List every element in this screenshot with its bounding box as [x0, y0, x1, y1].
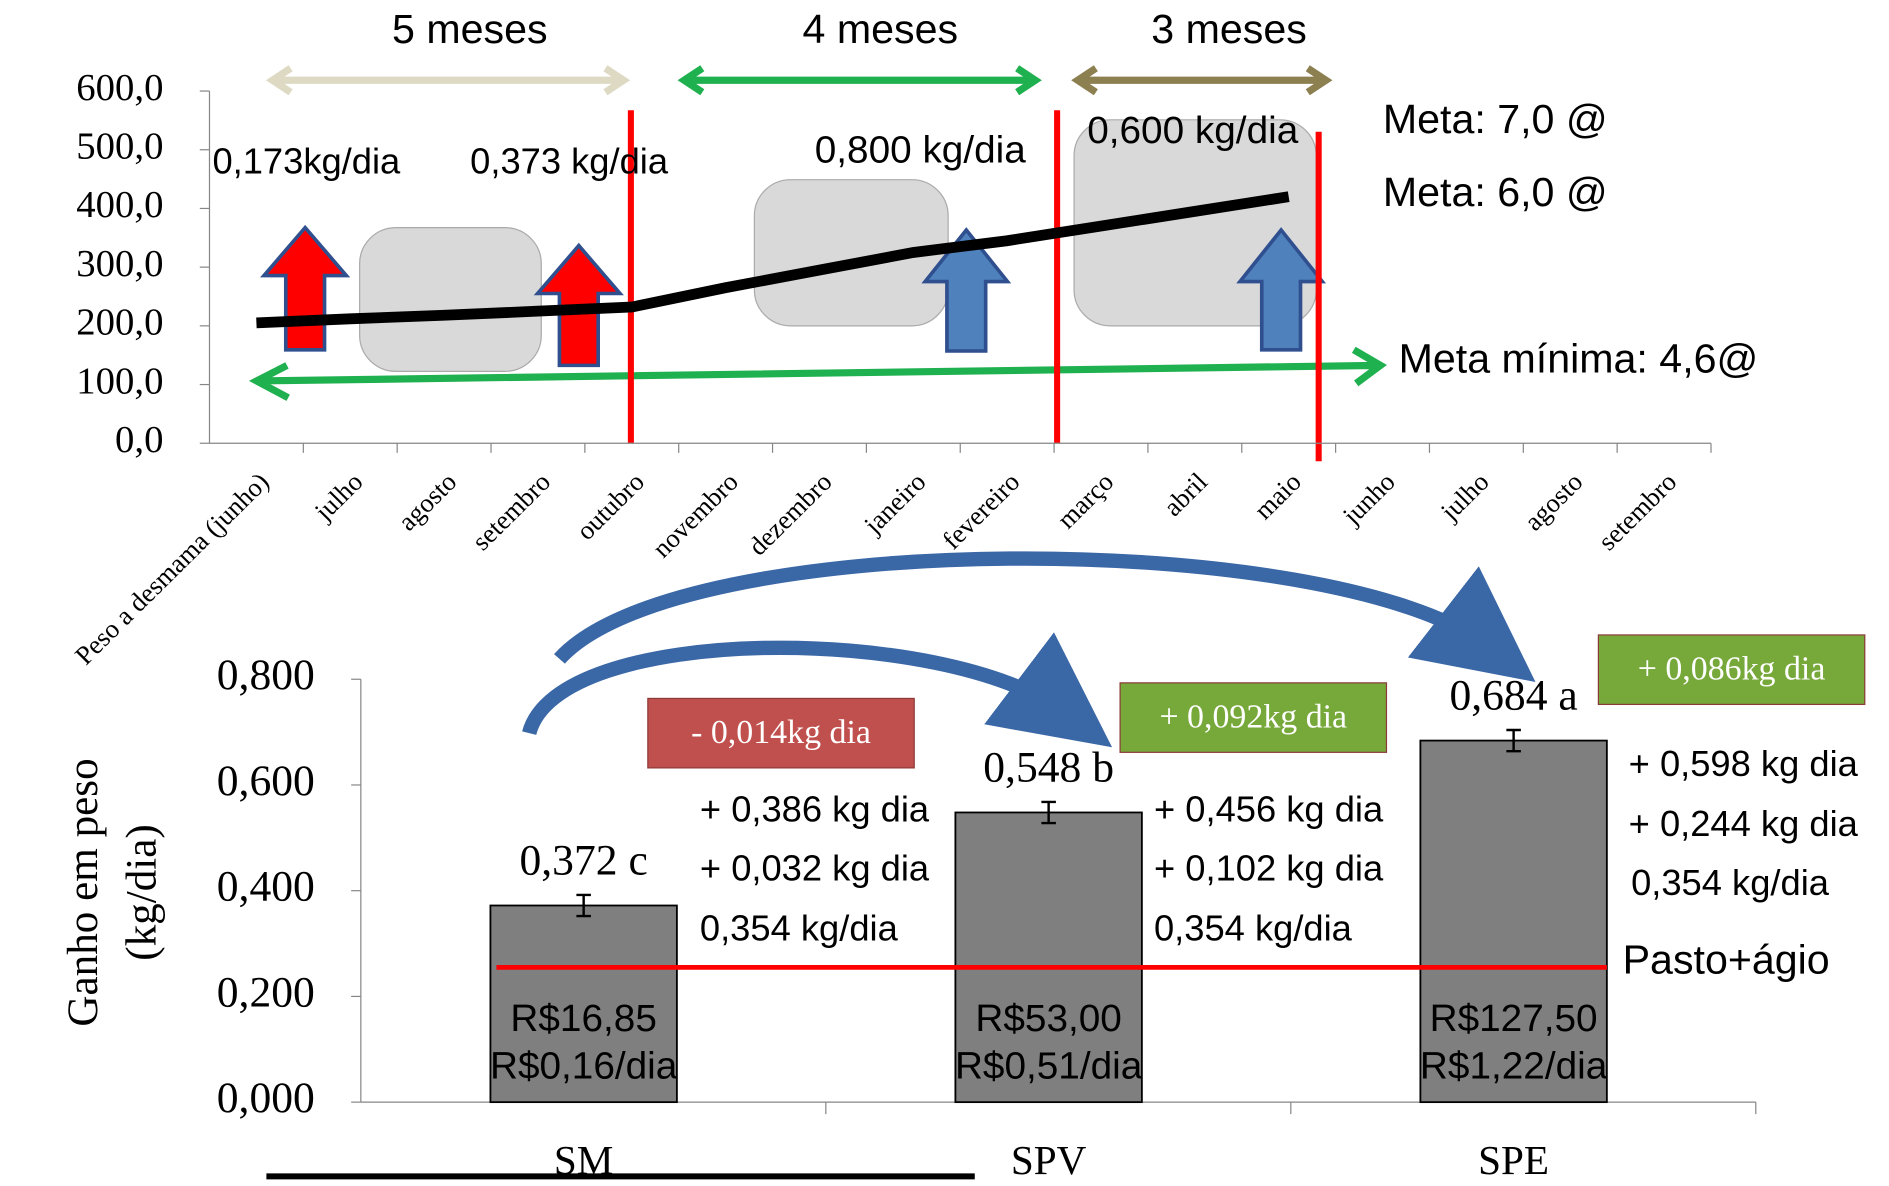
annotation: Meta: 7,0 @ — [1383, 96, 1608, 142]
reference-label: Pasto+ágio — [1623, 937, 1830, 983]
x-tick-label: agosto — [392, 467, 462, 537]
annotation: Meta mínima: 4,6@ — [1399, 336, 1759, 382]
x-tick-label: agosto — [1518, 467, 1588, 537]
y-tick-label: 0,400 — [217, 863, 315, 911]
bar — [954, 811, 1143, 1104]
y-tick-label: 400,0 — [76, 184, 163, 226]
annotation: 0,800 kg/dia — [815, 128, 1027, 171]
x-tick-label: junho — [1336, 467, 1401, 531]
x-tick-label: janeiro — [857, 467, 931, 541]
gain-box-label: + 0,086kg dia — [1638, 651, 1826, 688]
x-tick-label: fevereiro — [936, 467, 1025, 555]
annotation: + 0,102 kg dia — [1154, 848, 1384, 889]
error-bar — [1506, 728, 1521, 753]
annotation: 0,354 kg/dia — [1154, 908, 1353, 949]
y-axis-label: (kg/dia) — [117, 824, 165, 961]
x-tick-label: SM — [554, 1138, 613, 1183]
annotation: + 0,598 kg dia — [1629, 743, 1859, 784]
annotation: 4 meses — [803, 6, 959, 52]
bar — [1419, 739, 1608, 1104]
weight-line — [256, 191, 1290, 329]
period-dividers — [627, 110, 1322, 462]
gain-box — [647, 697, 915, 769]
annotation: + 0,456 kg dia — [1154, 789, 1384, 830]
annotation: 0,600 kg/dia — [1087, 109, 1299, 152]
annotation: + 0,032 kg dia — [700, 848, 930, 889]
annotation: 0,354 kg/dia — [1631, 862, 1830, 903]
annotation: 3 meses — [1151, 6, 1307, 52]
x-tick-label: março — [1051, 467, 1119, 535]
annotation: 5 meses — [392, 6, 548, 52]
gain-box-label: - 0,014kg dia — [691, 714, 871, 751]
y-tick-label: 0,000 — [217, 1074, 315, 1122]
cost-label: R$127,50 — [1430, 997, 1598, 1040]
error-bar — [1041, 800, 1056, 825]
cost-label: R$0,16/dia — [490, 1045, 678, 1088]
annotation: 0,173kg/dia — [212, 141, 401, 182]
cost-label: R$1,22/dia — [1420, 1045, 1608, 1088]
gain-box-label: + 0,092kg dia — [1159, 699, 1347, 736]
x-tick-label: julho — [1434, 467, 1495, 527]
x-tick-label: dezembro — [742, 467, 838, 562]
x-tick-label: maio — [1248, 467, 1307, 525]
x-tick-label: outubro — [570, 467, 650, 546]
cost-label: R$0,51/dia — [955, 1045, 1143, 1088]
value-label: 0,684 a — [1449, 672, 1577, 720]
x-tick-label: novembro — [646, 467, 744, 564]
value-label: 0,372 c — [519, 837, 647, 885]
gain-box — [1119, 682, 1388, 753]
y-tick-label: 300,0 — [76, 243, 163, 285]
cost-label: R$16,85 — [510, 997, 656, 1040]
bar — [489, 904, 678, 1104]
y-axis-label: Ganho em peso — [59, 758, 107, 1026]
x-tick-label: setembro — [466, 467, 556, 556]
cost-label: R$53,00 — [975, 997, 1121, 1040]
x-tick-label: setembro — [1592, 467, 1682, 556]
y-tick-label: 100,0 — [76, 361, 163, 403]
annotation: 0,373 kg/dia — [470, 141, 669, 182]
y-tick-label: 0,800 — [217, 651, 315, 699]
value-label: 0,548 b — [983, 744, 1114, 792]
y-tick-label: 0,0 — [115, 419, 163, 461]
comparison-arrows — [522, 551, 1536, 748]
x-tick-label: SPV — [1011, 1138, 1087, 1183]
error-bar — [576, 893, 591, 918]
x-tick-label: julho — [308, 467, 369, 527]
y-tick-label: 0,600 — [217, 757, 315, 805]
y-tick-label: 500,0 — [76, 126, 163, 168]
y-tick-label: 0,200 — [217, 969, 315, 1017]
x-tick-label: Peso a desmama (junho) — [69, 467, 275, 671]
y-tick-label: 600,0 — [76, 67, 163, 109]
gain-box — [1597, 634, 1866, 706]
annotation: Meta: 6,0 @ — [1383, 169, 1608, 215]
x-tick-label: SPE — [1478, 1138, 1549, 1183]
x-tick-label: abril — [1157, 467, 1213, 522]
annotation: + 0,386 kg dia — [700, 789, 930, 830]
annotation: 0,354 kg/dia — [700, 908, 899, 949]
y-tick-label: 200,0 — [76, 302, 163, 344]
period-arrows — [248, 65, 1387, 401]
annotation: + 0,244 kg dia — [1629, 803, 1859, 844]
